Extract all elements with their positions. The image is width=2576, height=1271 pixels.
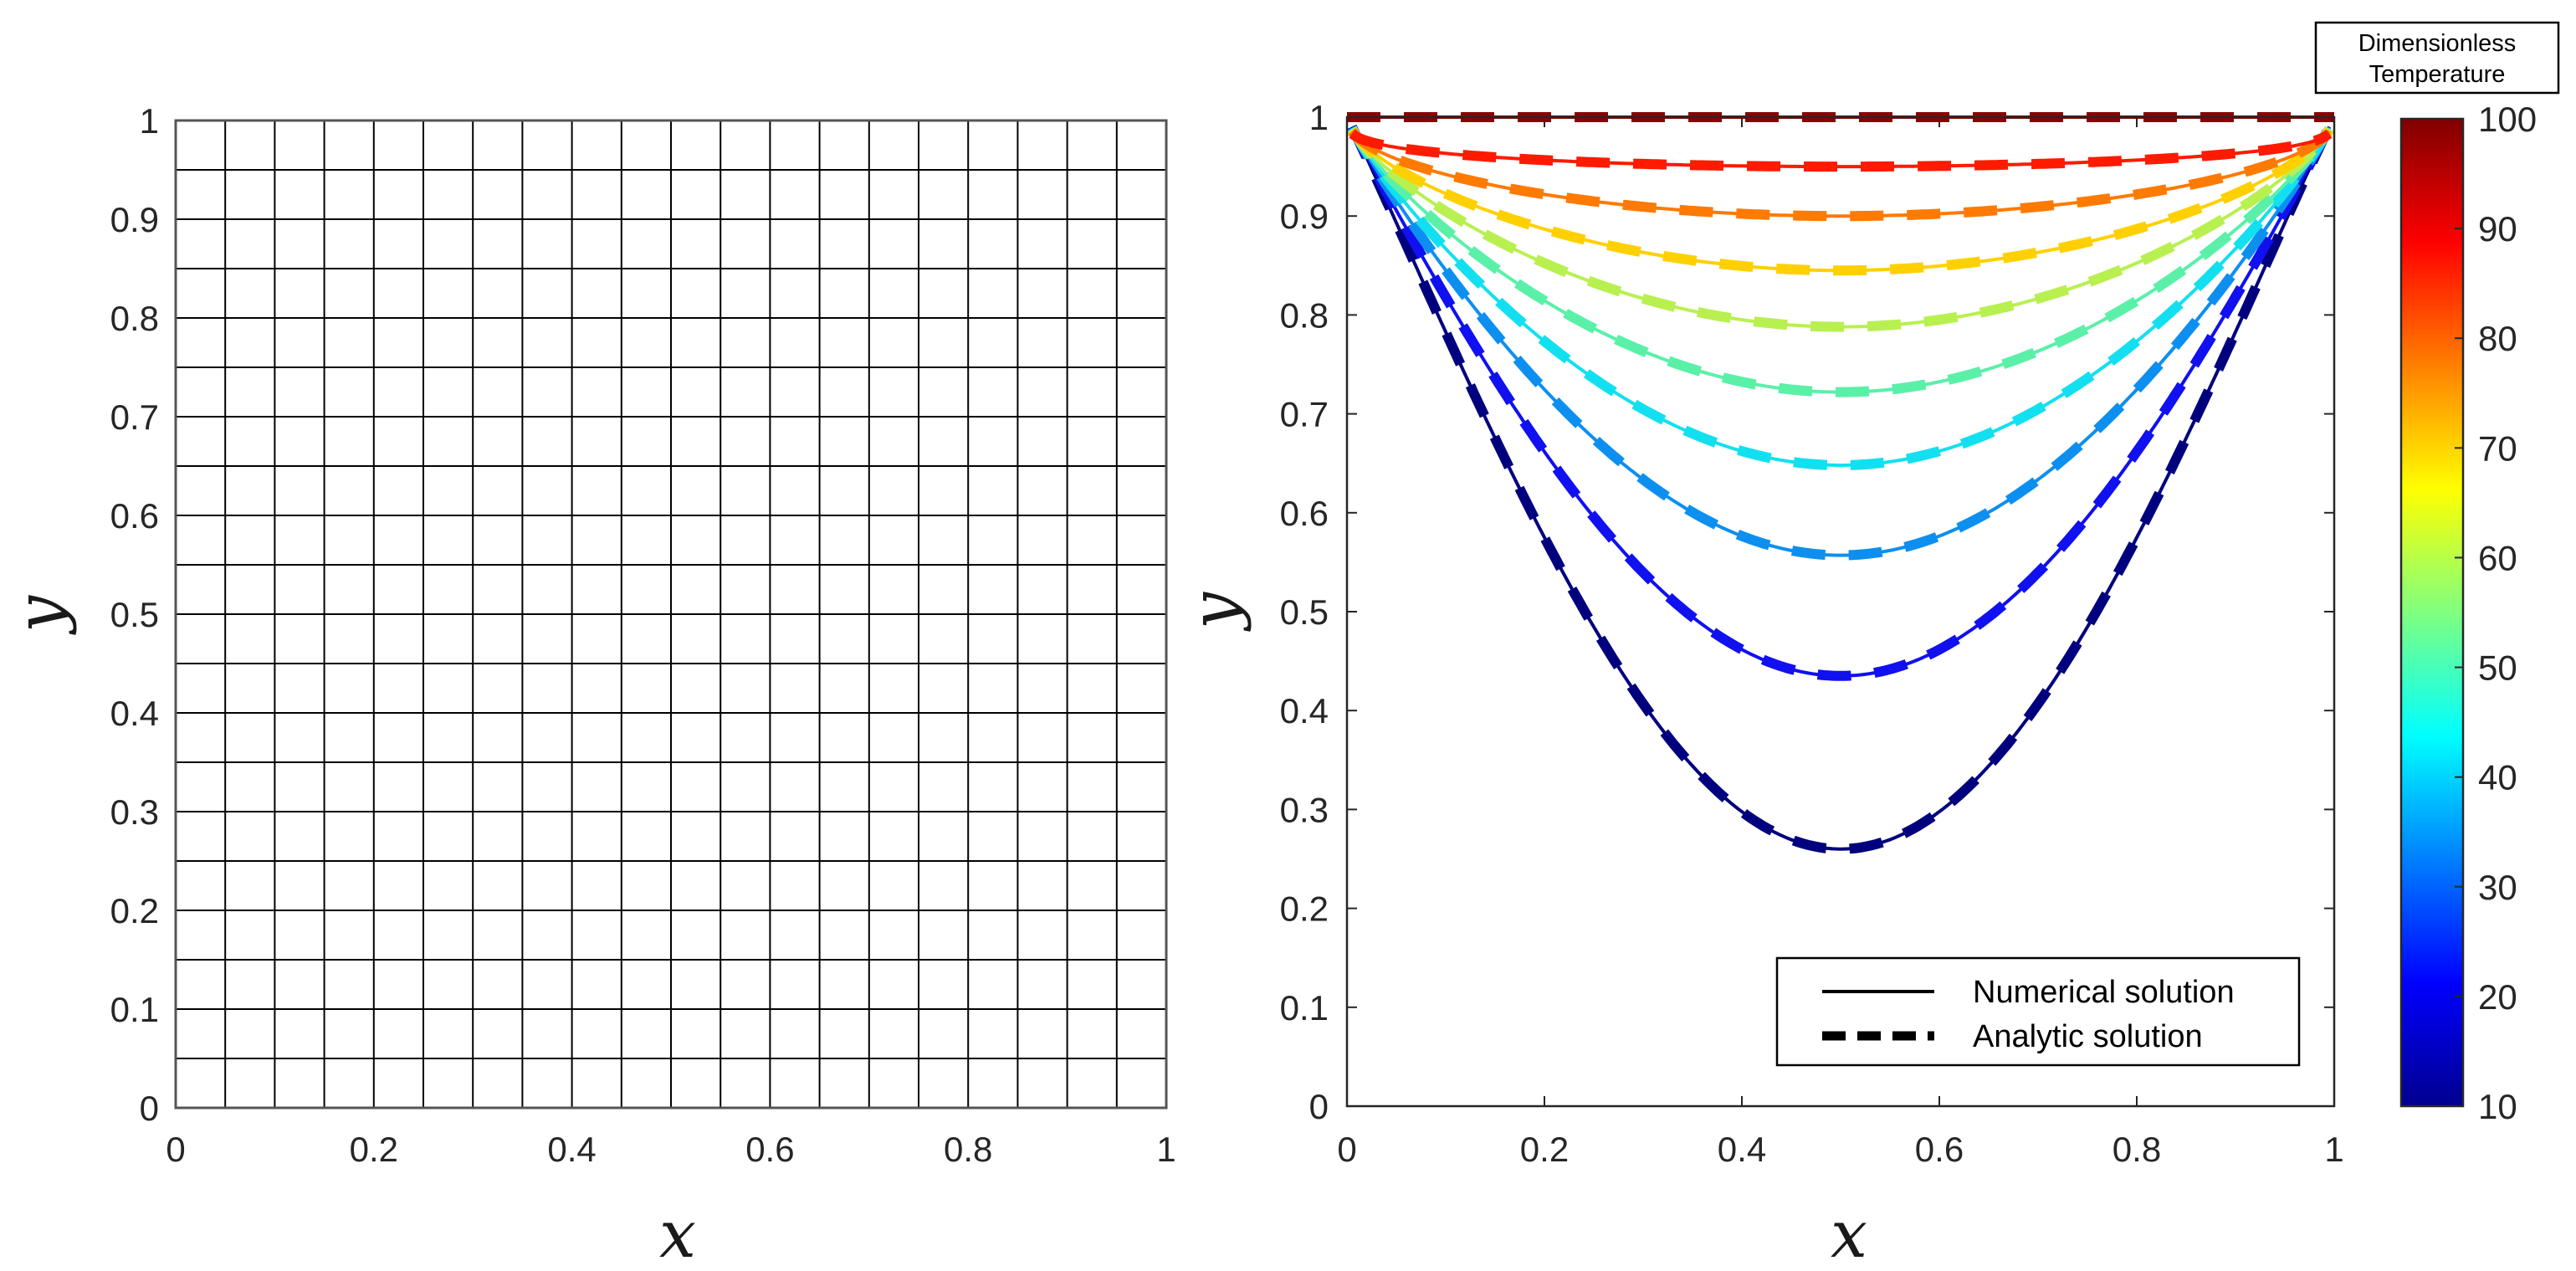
x-tick-label: 1 bbox=[2324, 1130, 2343, 1169]
x-tick-label: 0.6 bbox=[745, 1130, 794, 1169]
x-tick-label: 0.2 bbox=[350, 1130, 398, 1169]
numerical-contour-line bbox=[1350, 127, 2331, 468]
x-tick-label: 0.8 bbox=[944, 1130, 992, 1169]
y-axis-title: y bbox=[3, 595, 78, 635]
numerical-contour-line bbox=[1350, 130, 2331, 218]
contour-lines bbox=[1347, 112, 2334, 854]
y-tick-label: 0 bbox=[1309, 1087, 1329, 1126]
y-tick-label: 0.2 bbox=[110, 891, 159, 930]
analytic-contour-line bbox=[1348, 128, 2333, 222]
legend-label-numerical: Numerical solution bbox=[1973, 975, 2235, 1010]
x-tick-label: 0.4 bbox=[547, 1130, 596, 1169]
colorbar-tick-label: 60 bbox=[2478, 538, 2517, 577]
numerical-contour-line bbox=[1350, 128, 2331, 329]
colorbar-tick-label: 90 bbox=[2478, 209, 2517, 249]
colorbar-tick-label: 100 bbox=[2478, 100, 2537, 139]
y-tick-label: 0.6 bbox=[1280, 494, 1329, 533]
x-tick-label: 0 bbox=[166, 1130, 185, 1169]
y-tick-label: 0.3 bbox=[1280, 790, 1329, 829]
x-axis-title: x bbox=[659, 1197, 696, 1271]
numerical-contour-line bbox=[1350, 126, 2331, 678]
colorbar-title-box bbox=[2314, 21, 2560, 95]
analytic-contour-line bbox=[1347, 124, 2334, 854]
y-tick-label: 0.6 bbox=[110, 496, 159, 536]
colorbar-tick-label: 20 bbox=[2478, 977, 2517, 1017]
y-tick-label: 0.3 bbox=[110, 792, 159, 832]
y-tick-label: 0.7 bbox=[1280, 395, 1329, 434]
x-tick-label: 0.6 bbox=[1915, 1130, 1964, 1169]
x-tick-label: 0.8 bbox=[2113, 1130, 2161, 1169]
numerical-contour-line bbox=[1350, 127, 2331, 394]
y-tick-label: 0.9 bbox=[1280, 197, 1329, 236]
colorbar-tick-label: 30 bbox=[2478, 868, 2517, 907]
analytic-contour-line bbox=[1348, 127, 2333, 276]
colorbar-title-line2: Temperature bbox=[2369, 61, 2506, 88]
mesh-plot-frame bbox=[174, 119, 1168, 1110]
y-tick-label: 0.8 bbox=[110, 299, 159, 338]
x-tick-label: 1 bbox=[1156, 1130, 1175, 1169]
analytic-contour-line bbox=[1349, 129, 2333, 172]
colorbar-tick-label: 10 bbox=[2478, 1087, 2517, 1126]
y-tick-label: 0.7 bbox=[110, 397, 159, 437]
x-tick-label: 0.4 bbox=[1718, 1130, 1766, 1169]
y-axis-title: y bbox=[1177, 592, 1252, 632]
colorbar-tick-label: 80 bbox=[2478, 319, 2517, 358]
analytic-contour-line bbox=[1347, 126, 2334, 397]
y-tick-labels: 0 0.1 0.2 0.3 0.4 0.5 0.6 0.7 0.8 0.9 1 bbox=[1280, 98, 1329, 1126]
colorbar-tick-label: 50 bbox=[2478, 648, 2517, 688]
y-tick-label: 0 bbox=[140, 1089, 159, 1128]
y-tick-label: 1 bbox=[140, 101, 159, 141]
y-tick-label: 0.8 bbox=[1280, 295, 1329, 335]
y-tick-label: 0.1 bbox=[1280, 988, 1329, 1028]
numerical-contour-line bbox=[1350, 132, 2331, 169]
x-tick-labels: 0 0.2 0.4 0.6 0.8 1 bbox=[1337, 1130, 2343, 1169]
legend-box bbox=[1775, 956, 2301, 1067]
y-tick-label: 1 bbox=[1309, 98, 1329, 137]
x-tick-label: 0.2 bbox=[1520, 1130, 1569, 1169]
y-tick-label: 0.4 bbox=[1280, 691, 1329, 730]
y-tick-label: 0.4 bbox=[110, 694, 159, 733]
temperature-contour-chart: 0 0.2 0.4 0.6 0.8 1 0 0.1 0.2 0.3 0.4 0.5 0.6 0.7 0.8… bbox=[1177, 21, 2560, 1271]
numerical-contour-line bbox=[1350, 129, 2331, 273]
contour-plot-frame bbox=[1345, 115, 2336, 1108]
y-tick-label: 0.9 bbox=[110, 200, 159, 239]
numerical-contour-line bbox=[1350, 126, 2331, 851]
legend: Numerical solution Analytic solution bbox=[1775, 956, 2301, 1067]
numerical-contour-line bbox=[1350, 126, 2331, 557]
y-tick-labels: 0 0.1 0.2 0.3 0.4 0.5 0.6 0.7 0.8 0.9 1 bbox=[110, 101, 159, 1128]
analytic-contour-line bbox=[1347, 126, 2334, 471]
y-tick-label: 0.5 bbox=[1280, 592, 1329, 632]
x-tick-label: 0 bbox=[1337, 1130, 1356, 1169]
y-tick-label: 0.5 bbox=[110, 595, 159, 634]
analytic-contour-line bbox=[1347, 125, 2334, 561]
colorbar-title-line1: Dimensionless bbox=[2358, 30, 2517, 57]
mesh-grid-chart: 0 0.2 0.4 0.6 0.8 1 0 0.1 0.2 0.3 0.4 0.5 0.6 0.7 0.8… bbox=[3, 101, 1176, 1271]
legend-label-analytic: Analytic solution bbox=[1973, 1019, 2203, 1054]
mesh-grid bbox=[176, 120, 1166, 1108]
y-tick-label: 0.2 bbox=[1280, 889, 1329, 929]
colorbar-ticks: 10 20 30 40 50 60 70 80 90 100 bbox=[2455, 100, 2537, 1126]
colorbar-gradient bbox=[2399, 117, 2465, 1108]
x-tick-labels: 0 0.2 0.4 0.6 0.8 1 bbox=[166, 1130, 1175, 1169]
colorbar: Dimensionless Temperature 10 20 30 40 50 60 70… bbox=[2314, 21, 2560, 1126]
colorbar-tick-label: 40 bbox=[2478, 758, 2517, 797]
colorbar-tick-label: 70 bbox=[2478, 428, 2517, 468]
x-axis-title: x bbox=[1831, 1197, 1867, 1271]
y-tick-label: 0.1 bbox=[110, 990, 159, 1029]
